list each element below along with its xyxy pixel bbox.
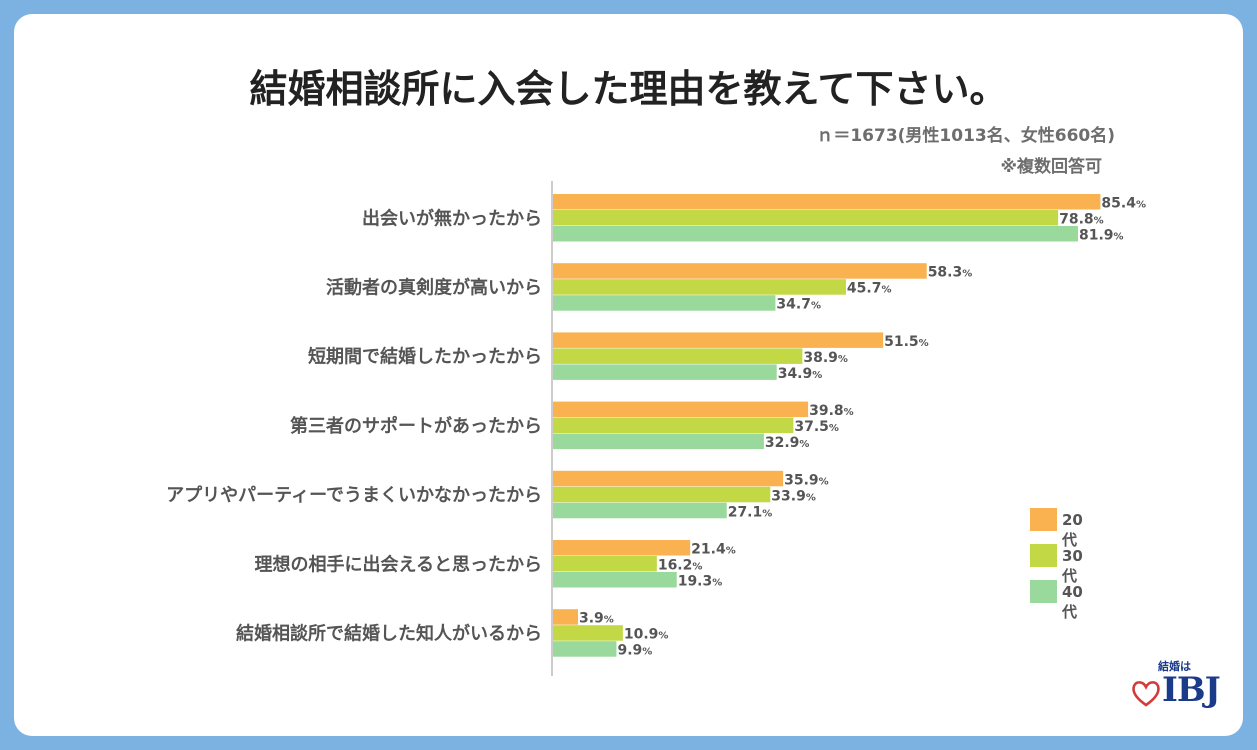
data-label-30s: 45.7%: [847, 281, 892, 297]
category-label: 短期間で結婚したかったから: [308, 346, 542, 368]
bar-20s: [553, 263, 927, 279]
bar-20s: [553, 609, 578, 625]
category-label: アプリやパーティーでうまくいかなかったから: [166, 484, 542, 506]
data-label-20s: 21.4%: [691, 542, 736, 558]
data-label-30s: 38.9%: [803, 350, 848, 366]
bar-40s: [553, 502, 727, 519]
bar-30s: [553, 279, 846, 295]
data-label-40s: 19.3%: [678, 574, 723, 590]
data-label-30s: 10.9%: [624, 627, 669, 643]
bar-20s: [553, 401, 809, 418]
bar-20s: [553, 194, 1101, 210]
data-label-20s: 3.9%: [579, 611, 614, 627]
bar-20s: [553, 332, 884, 348]
data-label-20s: 35.9%: [784, 472, 829, 488]
bar-30s: [553, 486, 771, 503]
category-label: 活動者の真剣度が高いから: [326, 276, 542, 298]
category-label: 理想の相手に出会えると思ったから: [255, 553, 542, 575]
bar-20s: [553, 540, 691, 556]
data-label-40s: 34.9%: [778, 366, 823, 382]
bar-20s: [553, 470, 784, 487]
data-label-40s: 81.9%: [1079, 228, 1124, 244]
heart-icon: [1132, 681, 1160, 707]
multiple-answer-note: ※複数回答可: [1000, 157, 1102, 177]
ibj-logo: 結婚は IBJ: [1128, 656, 1221, 720]
category-label: 結婚相談所で結婚した知人がいるから: [236, 622, 542, 644]
data-label-40s: 27.1%: [728, 504, 773, 520]
data-label-30s: 16.2%: [658, 558, 703, 574]
sample-size-note: ｎ＝1673(男性1013名、女性660名): [816, 126, 1115, 146]
bar-40s: [553, 572, 677, 588]
data-label-40s: 9.9%: [617, 643, 652, 659]
legend-swatch-20s: [1030, 508, 1057, 531]
bar-30s: [553, 625, 623, 641]
bar-40s: [553, 295, 776, 311]
bar-30s: [553, 556, 657, 572]
data-label-20s: 51.5%: [884, 334, 929, 350]
data-label-40s: 34.7%: [776, 297, 821, 313]
data-label-20s: 85.4%: [1101, 196, 1146, 212]
bar-40s: [553, 226, 1078, 242]
legend-label-20s: 20代: [1062, 511, 1083, 549]
bar-30s: [553, 417, 794, 434]
chart-title: 結婚相談所に入会した理由を教えて下さい。: [249, 67, 1008, 111]
category-label: 出会いが無かったから: [362, 207, 542, 229]
logo-wordmark: IBJ: [1162, 670, 1221, 710]
legend-swatch-40s: [1030, 580, 1057, 603]
data-label-20s: 58.3%: [928, 265, 973, 281]
data-label-30s: 33.9%: [771, 488, 816, 504]
data-label-30s: 78.8%: [1059, 212, 1104, 228]
legend-label-30s: 30代: [1062, 547, 1083, 585]
bar-30s: [553, 210, 1059, 226]
legend-swatch-30s: [1030, 544, 1057, 567]
data-label-40s: 32.9%: [765, 435, 810, 451]
logo-tagline: 結婚は: [1158, 660, 1191, 673]
data-label-20s: 39.8%: [809, 403, 854, 419]
bar-30s: [553, 348, 803, 364]
bar-40s: [553, 641, 617, 657]
data-label-30s: 37.5%: [794, 419, 839, 435]
bar-40s: [553, 364, 777, 380]
category-label: 第三者のサポートがあったから: [290, 415, 542, 437]
legend-label-40s: 40代: [1062, 583, 1083, 621]
bar-40s: [553, 433, 764, 450]
